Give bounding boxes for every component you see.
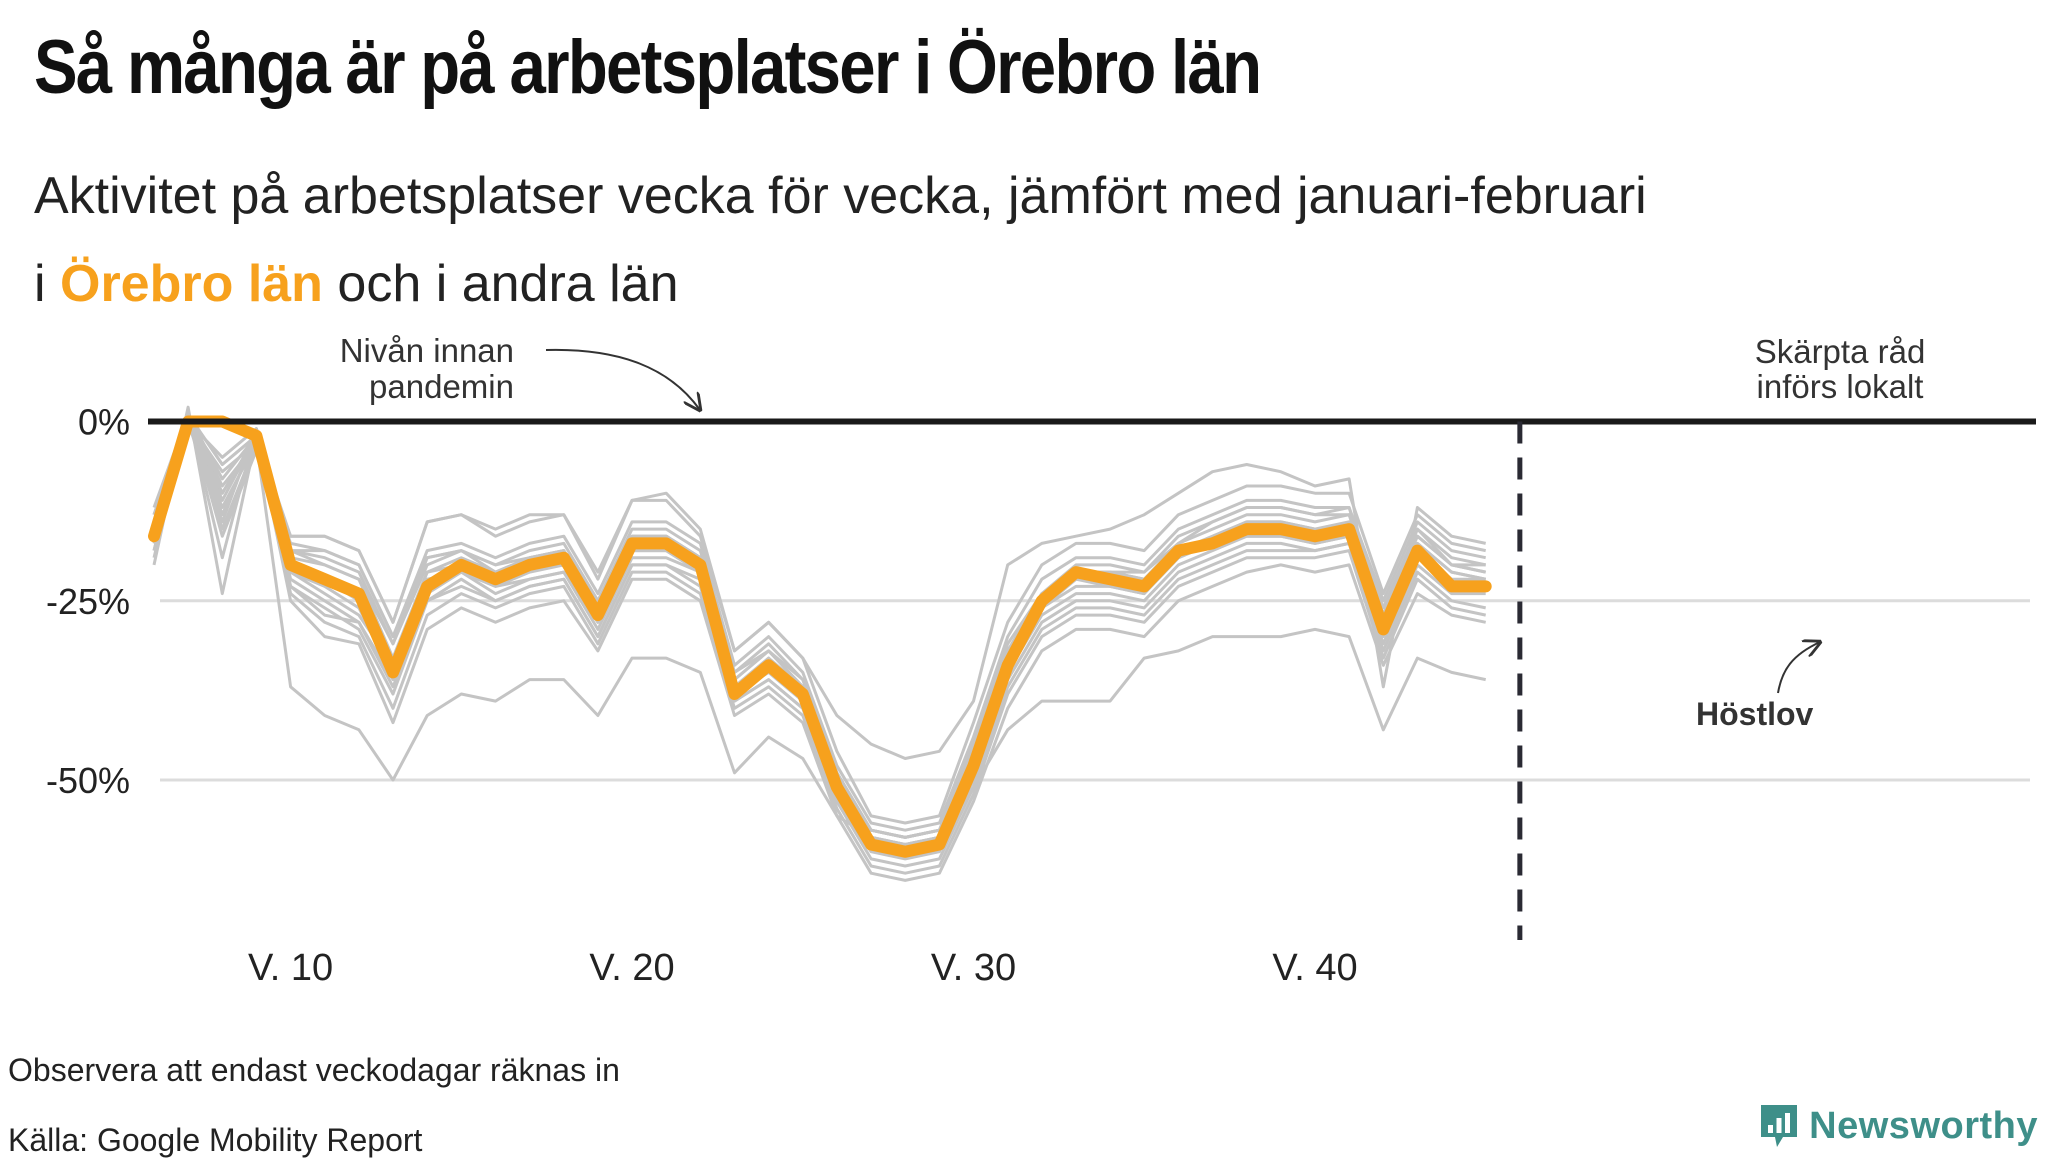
series-line-orebro — [148, 415, 1492, 858]
series-line-other — [152, 420, 1487, 846]
source-credit: Källa: Google Mobility Report — [8, 1122, 423, 1158]
subtitle-prefix: i — [34, 255, 60, 313]
line-chart: 0% -25% -50% V. 10 V. 20 V. 30 V. 40 Nivån inna… — [46, 332, 2036, 989]
x-tick-label: V. 40 — [1272, 947, 1357, 989]
annotation-prepandemic-line1: Nivån innan — [340, 332, 514, 369]
series-group — [148, 405, 1492, 882]
annotation-restrictions-line1: Skärpta råd — [1755, 333, 1926, 370]
series-line-other — [152, 412, 1487, 868]
newsworthy-logo-icon — [1761, 1105, 1798, 1147]
x-tick-label: V. 30 — [931, 947, 1016, 989]
y-tick-label: -50% — [46, 760, 130, 801]
series-line-other — [152, 412, 1487, 760]
x-tick-label: V. 10 — [248, 947, 333, 989]
footnote: Observera att endast veckodagar räknas i… — [8, 1052, 620, 1088]
x-tick-label: V. 20 — [589, 947, 674, 989]
subtitle-highlight: Örebro län — [60, 255, 323, 313]
annotation-prepandemic-line2: pandemin — [369, 368, 514, 405]
annotation-restrictions-line2: införs lokalt — [1757, 368, 1924, 405]
series-line-other — [152, 420, 1487, 839]
series-line-other — [152, 412, 1487, 875]
brand-name: Newsworthy — [1809, 1104, 2038, 1147]
chart-title: Så många är på arbetsplatser i Örebro lä… — [34, 25, 1262, 110]
annotation-hostlov: Höstlov — [1696, 696, 1814, 732]
series-line-other — [152, 412, 1487, 882]
subtitle-line-2: i Örebro län och i andra län — [34, 240, 1647, 328]
chart-subtitle: Aktivitet på arbetsplatser vecka för vec… — [34, 152, 1647, 328]
y-tick-label: 0% — [78, 402, 130, 443]
annotation-arrow-prepandemic — [545, 348, 700, 410]
subtitle-line-1: Aktivitet på arbetsplatser vecka för vec… — [34, 167, 1647, 225]
brand-logo: Newsworthy — [1759, 1103, 2038, 1149]
y-tick-label: -25% — [46, 581, 130, 622]
annotation-arrow-hostlov — [1777, 642, 1820, 694]
subtitle-suffix: och i andra län — [322, 255, 679, 313]
series-line-other — [152, 420, 1487, 839]
x-axis: V. 10 V. 20 V. 30 V. 40 — [248, 947, 1358, 989]
